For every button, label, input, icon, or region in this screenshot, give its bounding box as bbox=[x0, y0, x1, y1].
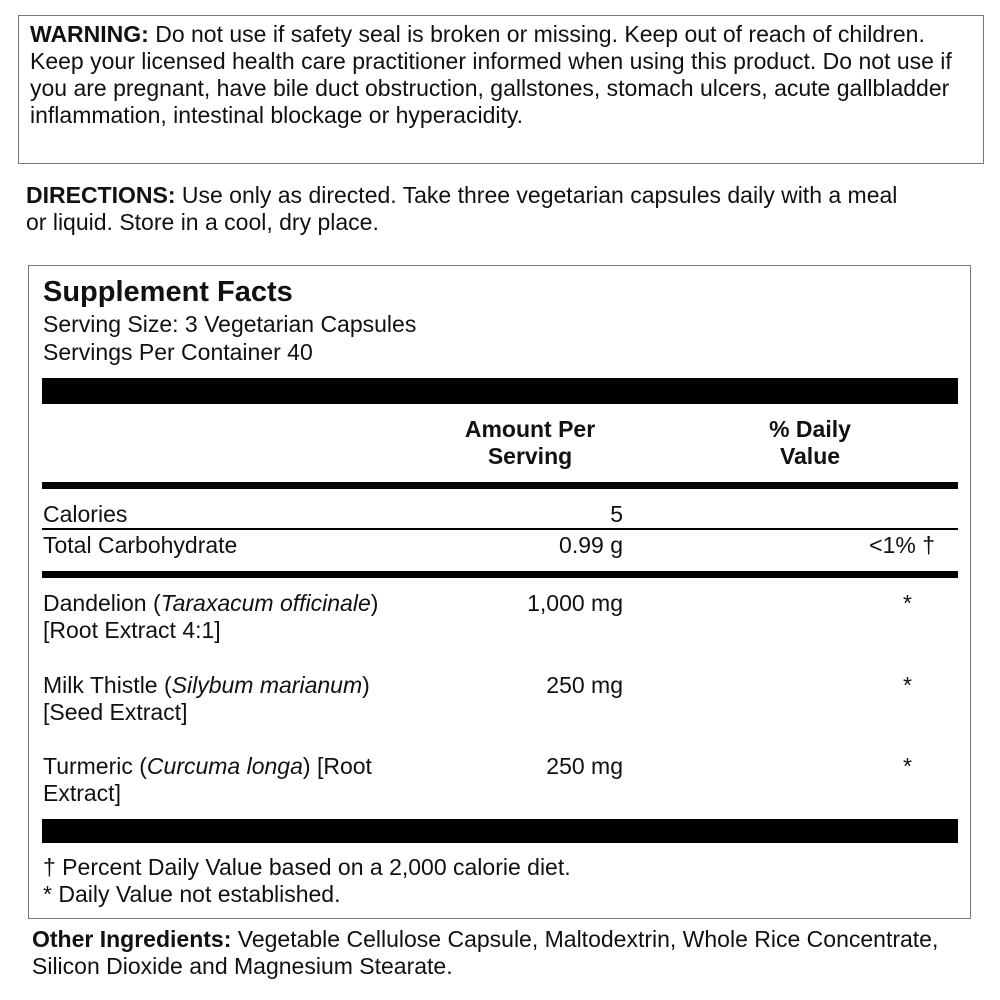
facts-box bbox=[28, 265, 971, 919]
ingredient-name: Turmeric (Curcuma longa) [Root Extract] bbox=[43, 753, 388, 807]
ingredient-latin: Curcuma longa bbox=[146, 753, 303, 779]
ingredient-daily-value: * bbox=[903, 672, 912, 698]
ingredient-part: ) [Root Extract 4:1] bbox=[43, 590, 379, 643]
footnote: † Percent Daily Value based on a 2,000 c… bbox=[43, 854, 571, 880]
amount-header: Amount Per Serving bbox=[464, 416, 596, 469]
warning-box bbox=[18, 15, 984, 164]
ingredient-amount: 250 mg bbox=[546, 672, 623, 698]
facts-title: Supplement Facts bbox=[43, 276, 293, 308]
ingredient-daily-value: * bbox=[903, 590, 912, 616]
warning: WARNING: Do not use if safety seal is br… bbox=[30, 21, 975, 129]
black-bar bbox=[42, 378, 958, 404]
nutrient-amount: 5 bbox=[610, 501, 623, 527]
other-ingredients-label: Other Ingredients: bbox=[32, 926, 232, 952]
ingredient-common: Turmeric ( bbox=[43, 753, 147, 779]
ingredient-name: Milk Thistle (Silybum marianum) [Seed Ex… bbox=[43, 672, 388, 726]
ingredient-name: Dandelion (Taraxacum officinale) [Root E… bbox=[43, 590, 388, 644]
nutrient-amount: 0.99 g bbox=[559, 532, 623, 558]
thick-rule bbox=[42, 482, 958, 489]
directions-label: DIRECTIONS: bbox=[26, 182, 176, 208]
warning-text: Do not use if safety seal is broken or m… bbox=[30, 21, 952, 128]
ingredient-latin: Taraxacum officinale bbox=[160, 590, 371, 616]
warning-label: WARNING: bbox=[30, 21, 149, 47]
ingredient-amount: 1,000 mg bbox=[527, 590, 623, 616]
black-bar bbox=[42, 819, 958, 843]
serving-size: Serving Size: 3 Vegetarian Capsules bbox=[43, 311, 417, 337]
ingredient-common: Dandelion ( bbox=[43, 590, 161, 616]
daily-value-header: % Daily Value bbox=[769, 416, 851, 469]
ingredient-part: ) [Root Extract] bbox=[43, 753, 372, 806]
directions: DIRECTIONS: Use only as directed. Take t… bbox=[26, 182, 906, 236]
ingredient-common: Milk Thistle ( bbox=[43, 672, 172, 698]
footnote: * Daily Value not established. bbox=[43, 881, 341, 907]
other-ingredients-text: Vegetable Cellulose Capsule, Maltodextri… bbox=[32, 926, 939, 979]
thin-rule bbox=[42, 528, 958, 530]
other-ingredients: Other Ingredients: Vegetable Cellulose C… bbox=[32, 926, 982, 980]
directions-text: Use only as directed. Take three vegetar… bbox=[26, 182, 898, 235]
thick-rule bbox=[42, 571, 958, 578]
ingredient-part: ) [Seed Extract] bbox=[43, 672, 370, 725]
ingredient-latin: Silybum marianum bbox=[171, 672, 363, 698]
ingredient-daily-value: * bbox=[903, 753, 912, 779]
ingredient-amount: 250 mg bbox=[546, 753, 623, 779]
nutrient-name: Calories bbox=[43, 501, 128, 527]
nutrient-name: Total Carbohydrate bbox=[43, 532, 238, 558]
servings-per-container: Servings Per Container 40 bbox=[43, 339, 313, 365]
nutrient-daily-value: <1% † bbox=[869, 532, 935, 558]
